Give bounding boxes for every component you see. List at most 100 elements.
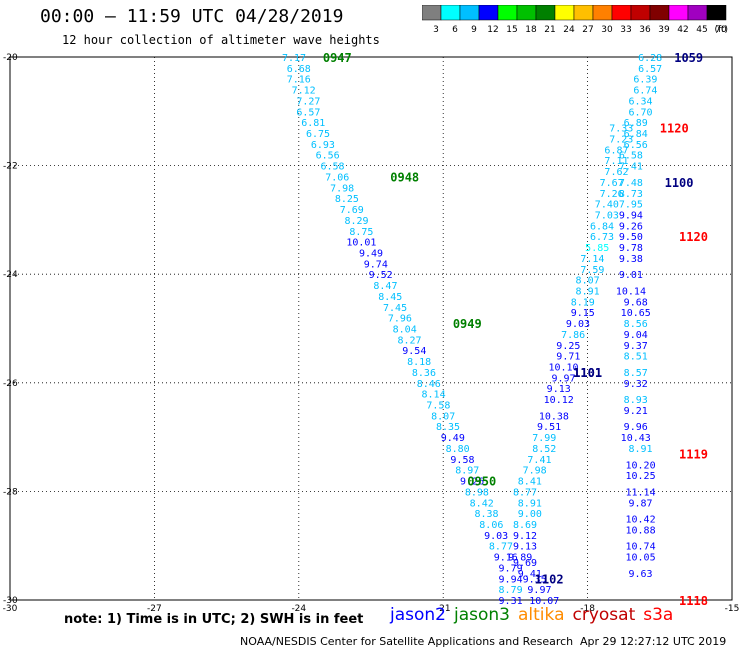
wave-height-value: 10.14 <box>616 286 646 297</box>
wave-height-value: 6.93 <box>311 140 335 151</box>
wave-height-value: 8.29 <box>345 216 369 227</box>
colorbar-unit: (ft) <box>714 25 728 35</box>
wave-height-value: 8.79 <box>499 585 523 596</box>
longitude-tick-label: -15 <box>725 604 740 614</box>
pass-time-label: 1120 <box>679 230 708 244</box>
wave-height-value: 7.98 <box>330 183 354 194</box>
wave-height-tracks: 7.176.687.167.127.276.576.816.756.936.56… <box>282 51 708 608</box>
wave-height-value: 8.91 <box>518 498 542 509</box>
wave-height-value: 9.52 <box>369 270 393 281</box>
wave-height-value: 10.05 <box>625 553 655 564</box>
wave-height-value: 6.57 <box>296 107 320 118</box>
wave-height-value: 8.75 <box>349 227 373 238</box>
wave-height-value: 6.57 <box>638 64 662 75</box>
wave-height-value: 8.77 <box>489 542 513 553</box>
wave-height-value: 7.16 <box>287 75 311 86</box>
colorbar-label: 30 <box>601 25 613 35</box>
wave-height-value: 9.03 <box>566 319 590 330</box>
colorbar-label: 45 <box>696 25 707 35</box>
pass-time-label: 1059 <box>674 51 703 65</box>
wave-height-value: 7.12 <box>292 86 316 97</box>
wave-height-value: 9.94 <box>499 574 523 585</box>
wave-height-value: 9.15 <box>571 308 595 319</box>
wave-height-value: 6.73 <box>590 232 614 243</box>
wave-height-value: 7.86 <box>561 330 585 341</box>
wave-height-value: 9.26 <box>619 221 643 232</box>
colorbar-label: 39 <box>658 25 670 35</box>
pass-time-label: 1102 <box>535 572 564 586</box>
wave-height-value: 6.58 <box>619 151 643 162</box>
wave-height-value: 8.93 <box>624 395 648 406</box>
colorbar-label: 6 <box>452 25 458 35</box>
wave-height-value: 6.84 <box>624 129 648 140</box>
wave-height-value: 7.23 <box>609 134 633 145</box>
wave-height-value: 6.58 <box>320 162 344 173</box>
wave-height-value: 8.07 <box>431 411 455 422</box>
wave-height-value: 9.01 <box>619 270 643 281</box>
wave-height-value: 6.34 <box>628 96 652 107</box>
colorbar-label: 9 <box>471 25 477 35</box>
wave-height-value: 9.78 <box>619 243 643 254</box>
legend-item-altika: altika <box>518 605 565 625</box>
colorbar-label: 21 <box>544 25 555 35</box>
wave-height-value: 6.84 <box>590 221 614 232</box>
pass-time-label: 1120 <box>660 122 689 136</box>
page-subtitle: 12 hour collection of altimeter wave hei… <box>62 33 380 47</box>
wave-height-value: 8.51 <box>624 352 648 363</box>
colorbar-swatch <box>706 5 727 21</box>
longitude-tick-label: -24 <box>291 604 306 614</box>
colorbar-label: 42 <box>677 25 688 35</box>
wave-height-value: 10.42 <box>625 515 655 526</box>
wave-height-value: 7.27 <box>296 96 320 107</box>
wave-height-value: 9.89 <box>508 553 532 564</box>
pass-time-label: 1118 <box>679 594 708 608</box>
wave-height-value: 8.47 <box>373 281 397 292</box>
wave-height-value: 8.07 <box>576 276 600 287</box>
wave-height-value: 8.80 <box>446 444 470 455</box>
wave-height-value: 8.42 <box>470 498 494 509</box>
wave-height-value: 6.74 <box>633 86 657 97</box>
map-axis-labels: -30 -27 -24 -21 -18 -15 -20 -22 -24 -26 -28 -30 <box>3 53 740 614</box>
wave-height-value: 7.06 <box>325 172 349 183</box>
wave-height-value: 8.27 <box>397 335 421 346</box>
longitude-tick-label: -30 <box>3 604 18 614</box>
wave-height-value: 8.38 <box>474 509 498 520</box>
wave-height-value: 10.74 <box>625 542 655 553</box>
wave-height-value: 6.28 <box>638 53 662 64</box>
wave-height-value: 7.03 <box>595 210 619 221</box>
pass-time-label: 1100 <box>665 176 694 190</box>
wave-height-value: 9.97 <box>527 585 551 596</box>
wave-height-value: 10.07 <box>529 596 559 607</box>
wave-height-value: 9.74 <box>364 259 388 270</box>
wave-height-value: 8.25 <box>335 194 359 205</box>
wave-height-value: 9.69 <box>513 558 537 569</box>
wave-height-value: 8.69 <box>513 520 537 531</box>
wave-height-value: 8.18 <box>407 357 431 368</box>
latitude-tick-label: -28 <box>3 487 18 497</box>
wave-height-value: 9.04 <box>624 330 648 341</box>
footer-timestamp: Apr 29 12:27:12 UTC 2019 <box>580 635 727 648</box>
wave-height-value: 7.17 <box>282 53 306 64</box>
legend-item-s3a: s3a <box>643 605 674 625</box>
wave-height-value: 10.20 <box>625 460 655 471</box>
wave-height-value: 9.68 <box>624 297 648 308</box>
colorbar-label: 18 <box>525 25 537 35</box>
wave-height-value: 8.98 <box>465 487 489 498</box>
wave-height-value: 8.19 <box>571 297 595 308</box>
colorbar-label: 24 <box>563 25 575 35</box>
wave-height-value: 9.96 <box>624 422 648 433</box>
wave-height-value: 9.21 <box>624 406 648 417</box>
wave-height-value: 8.57 <box>624 368 648 379</box>
legend-item-jason3: jason3 <box>454 605 510 625</box>
wave-height-value: 8.77 <box>513 487 537 498</box>
wave-height-value: 6.75 <box>306 129 330 140</box>
wave-height-value: 7.26 <box>600 189 624 200</box>
colorbar-label: 36 <box>639 25 651 35</box>
wave-height-value: 7.41 <box>527 455 551 466</box>
map-gridlines <box>9 56 733 601</box>
wave-height-value: 10.10 <box>548 363 578 374</box>
colorbar-label: 12 <box>487 25 498 35</box>
wave-height-value: 6.56 <box>316 151 340 162</box>
wave-height-value: 8.45 <box>378 292 402 303</box>
wave-height-value: 9.51 <box>537 422 561 433</box>
